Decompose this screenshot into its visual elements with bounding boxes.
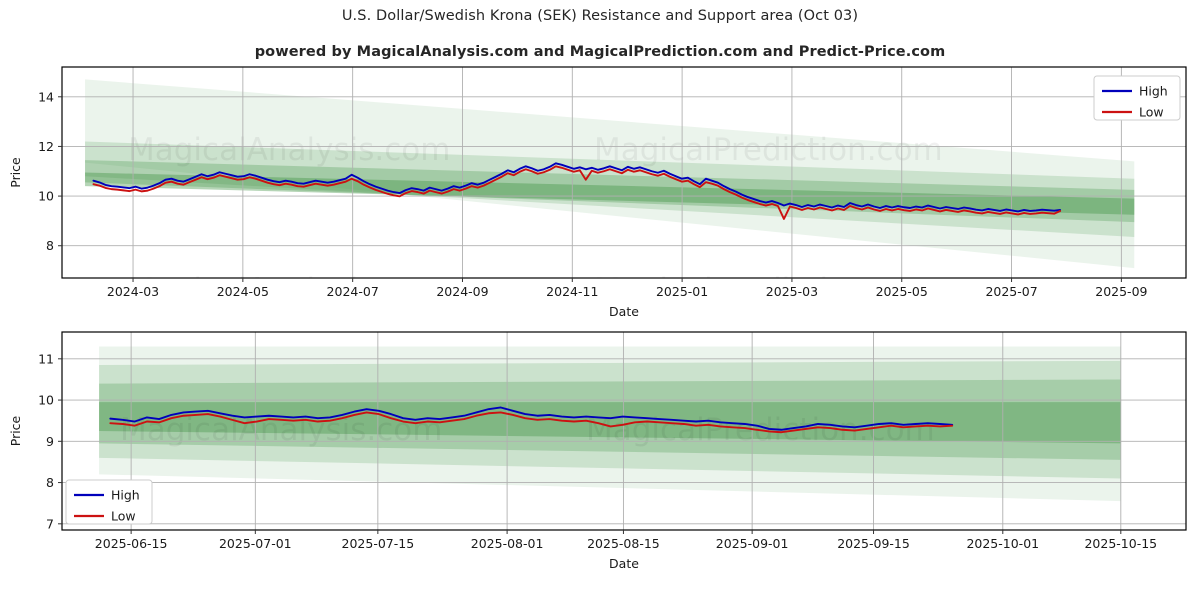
x-tick-label: 2024-11 [546, 284, 598, 299]
top-chart: MagicalAnalysis.com MagicalPrediction.com… [8, 66, 1187, 319]
legend-label-high: High [111, 488, 140, 503]
watermark: MagicalAnalysis.com [128, 272, 450, 308]
y-tick-label: 11 [38, 351, 54, 366]
x-axis-label: Date [609, 304, 639, 319]
x-tick-label: 2024-07 [327, 284, 379, 299]
resistance-support-band-outer [99, 346, 1121, 502]
resistance-support-band-mid [99, 360, 1121, 479]
grid-group [62, 332, 1186, 530]
y-axis-label: Price [8, 415, 23, 446]
series-line-low [109, 411, 954, 434]
plot-frame [61, 331, 1187, 531]
x-tick-label: 2025-10-15 [1084, 536, 1157, 551]
x-tick-label: 2025-05 [876, 284, 928, 299]
legend-box [1093, 75, 1181, 121]
axes-group: 8 10 12 14 2024-03 2024-05 2024-07 2024-09 2024-… [38, 66, 1187, 299]
grid-group [62, 67, 1186, 278]
watermark: MagicalPrediction.com [594, 132, 943, 168]
legend-label-low: Low [111, 509, 136, 524]
x-tick-label: 2025-10-01 [966, 536, 1039, 551]
legend[interactable]: High Low [1093, 75, 1181, 121]
x-tick-label: 2024-05 [217, 284, 269, 299]
series-line-high [109, 406, 954, 431]
watermark: MagicalPrediction.com [594, 272, 943, 308]
y-tick-label: 12 [38, 139, 54, 154]
x-tick-label: 2024-09 [436, 284, 488, 299]
resistance-support-band-core [85, 172, 1135, 215]
legend-label-low: Low [1139, 105, 1164, 120]
x-tick-label: 2024-03 [107, 284, 159, 299]
series-line-low [92, 165, 1062, 220]
resistance-support-band-mid [85, 141, 1135, 238]
x-tick-label: 2025-07-15 [342, 536, 415, 551]
x-tick-label: 2025-07 [985, 284, 1037, 299]
resistance-support-band-outer [85, 79, 1135, 269]
series-line-high [92, 162, 1062, 213]
legend-box [65, 479, 153, 525]
page-title: U.S. Dollar/Swedish Krona (SEK) Resistan… [341, 8, 859, 24]
legend[interactable]: High Low [65, 479, 153, 525]
x-axis-label: Date [609, 556, 639, 571]
legend-label-high: High [1139, 84, 1168, 99]
series-group [92, 162, 1062, 220]
resistance-support-band-inner [99, 379, 1121, 460]
y-axis-label: Price [8, 157, 23, 188]
y-tick-label: 9 [46, 434, 54, 449]
x-tick-label: 2025-09 [1095, 284, 1147, 299]
plot-frame [61, 66, 1187, 279]
watermark: MagicalAnalysis.com [128, 132, 450, 168]
axes-group: 7 8 9 10 11 2025-06-15 2025-07-01 2025-07-15 202… [38, 331, 1187, 551]
page-subtitle: powered by MagicalAnalysis.com and Magic… [254, 44, 946, 60]
x-tick-label: 2025-09-15 [837, 536, 910, 551]
y-tick-label: 14 [38, 89, 54, 104]
y-tick-label: 8 [46, 475, 54, 490]
x-tick-label: 2025-09-01 [716, 536, 789, 551]
y-tick-label: 10 [38, 393, 54, 408]
x-tick-label: 2025-08-01 [471, 536, 544, 551]
x-tick-label: 2025-03 [766, 284, 818, 299]
y-tick-label: 7 [46, 516, 54, 531]
x-tick-label: 2025-08-15 [587, 536, 660, 551]
y-tick-label: 10 [38, 189, 54, 204]
bottom-chart: MagicalAnalysis.com MagicalPrediction.com… [8, 331, 1187, 571]
x-tick-label: 2025-07-01 [219, 536, 292, 551]
x-tick-label: 2025-06-15 [95, 536, 168, 551]
x-tick-label: 2025-01 [656, 284, 708, 299]
series-group [109, 406, 954, 434]
y-tick-label: 8 [46, 238, 54, 253]
watermark-group: MagicalAnalysis.com MagicalPrediction.com… [128, 132, 943, 308]
